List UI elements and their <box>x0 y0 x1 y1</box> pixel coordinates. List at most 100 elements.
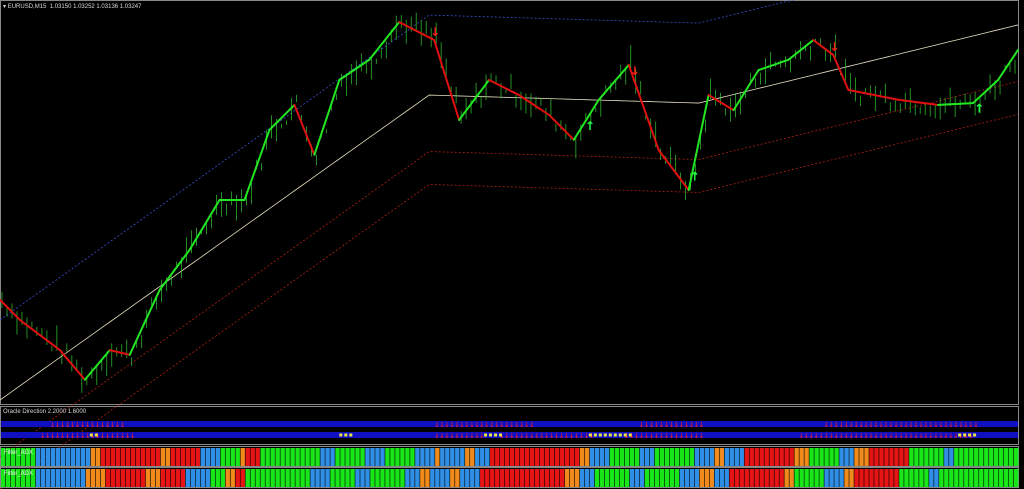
signal-line-segment <box>473 92 481 101</box>
signal-line-segment <box>273 118 281 126</box>
down-arrow-icon: ↓ <box>858 432 864 440</box>
down-arrow-icon: ↓ <box>813 432 819 440</box>
down-arrow-icon: ↓ <box>464 432 470 440</box>
filter1-bar <box>794 448 799 466</box>
filter2-bar <box>689 469 695 487</box>
down-arrow-icon: ↓ <box>848 432 854 440</box>
collapse-triangle-icon[interactable]: ▾ <box>3 4 7 10</box>
filter1-bar <box>75 448 81 466</box>
signal-line-segment <box>288 103 296 111</box>
filter2-bar <box>505 469 510 487</box>
down-arrow-icon: ↓ <box>65 421 71 429</box>
signal-line-segment <box>458 112 466 121</box>
filter2-bar <box>534 469 540 487</box>
neutral-marker <box>499 433 503 437</box>
filter2-bar <box>435 469 440 487</box>
filter1-bar <box>150 448 156 466</box>
signal-line-segment <box>213 199 221 210</box>
down-arrow-icon: ↓ <box>444 432 450 440</box>
down-arrow-icon: ↓ <box>674 421 680 429</box>
down-arrow-icon: ↓ <box>928 421 934 429</box>
filter1-bar <box>594 448 600 466</box>
filter2-pane-border <box>0 467 1019 488</box>
filter1-bar <box>819 448 824 466</box>
filter1-bar <box>609 448 615 466</box>
filter2-bar <box>899 469 904 487</box>
down-arrow-icon: ↓ <box>105 432 111 440</box>
down-arrow-icon: ↓ <box>973 421 979 429</box>
neutral-marker <box>968 433 972 437</box>
signal-line-segment <box>28 326 36 333</box>
filter2-bar <box>684 469 690 487</box>
signal-line-segment <box>303 128 311 144</box>
oracle-label: Oracle Direction 2.2000 1.6000 <box>3 409 87 415</box>
filter2-bar <box>579 469 585 487</box>
filter1-bar <box>884 448 889 466</box>
filter2-bar <box>35 469 41 487</box>
filter2-bar <box>70 469 76 487</box>
down-arrow-icon: ↓ <box>878 432 884 440</box>
signal-line-segment <box>647 120 655 137</box>
filter1-bar <box>290 448 295 466</box>
filter2-bar <box>599 469 605 487</box>
signal-line-segment <box>997 71 1005 81</box>
down-arrow-icon: ↓ <box>564 432 570 440</box>
neutral-marker <box>94 433 98 437</box>
signal-line-segment <box>333 79 341 96</box>
filter2-bar <box>325 469 330 487</box>
filter2-bar <box>425 469 430 487</box>
filter1-bar <box>500 448 505 466</box>
down-arrow-icon: ↓ <box>55 432 61 440</box>
signal-line-segment <box>552 118 560 126</box>
filter1-bar <box>904 448 909 466</box>
filter2-bar <box>629 469 635 487</box>
filter2-bar <box>864 469 869 487</box>
signal-line-segment <box>268 123 276 131</box>
signal-line-segment <box>443 71 451 89</box>
signal-line-segment <box>343 72 351 78</box>
filter2-bar <box>984 469 989 487</box>
filter2-bar <box>634 469 640 487</box>
filter1-bar <box>954 448 959 466</box>
down-arrow-icon: ↓ <box>449 421 455 429</box>
signal-line-segment <box>128 343 136 356</box>
filter2-bar <box>764 469 769 487</box>
filter1-bar <box>65 448 71 466</box>
signal-line-segment <box>258 142 266 159</box>
signal-line-segment <box>682 182 690 192</box>
filter2-bar <box>609 469 615 487</box>
down-arrow-icon: ↓ <box>908 432 914 440</box>
filter1-bar <box>405 448 410 466</box>
filter1-bar <box>619 448 625 466</box>
signal-line-segment <box>158 282 166 291</box>
signal-line-segment <box>148 299 156 313</box>
filter2-bar <box>1009 469 1014 487</box>
filter1-bar <box>50 448 56 466</box>
filter1-bar <box>754 448 759 466</box>
signal-line-segment <box>547 113 555 121</box>
down-arrow-icon: ↓ <box>544 432 550 440</box>
filter2-bar <box>155 469 161 487</box>
filter2-bar <box>115 469 121 487</box>
filter1-bar <box>589 448 595 466</box>
filter2-bar <box>235 469 240 487</box>
down-arrow-icon: ↓ <box>574 432 580 440</box>
filter1-bar <box>849 448 854 466</box>
filter1-bar <box>864 448 869 466</box>
filter2-bar <box>959 469 964 487</box>
filter2-bar <box>45 469 51 487</box>
filter2-bar <box>345 469 350 487</box>
down-arrow-icon: ↓ <box>95 421 101 429</box>
down-arrow-icon: ↓ <box>923 421 929 429</box>
filter2-bar <box>405 469 410 487</box>
filter1-bar <box>664 448 670 466</box>
filter1-bar <box>709 448 714 466</box>
signal-line-segment <box>632 78 640 95</box>
filter2-bar <box>75 469 81 487</box>
signal-line-segment <box>293 103 301 119</box>
filter1-bar <box>559 448 565 466</box>
signal-line-segment <box>193 232 201 243</box>
filter2-bar <box>539 469 545 487</box>
filter2-bar <box>200 469 205 487</box>
